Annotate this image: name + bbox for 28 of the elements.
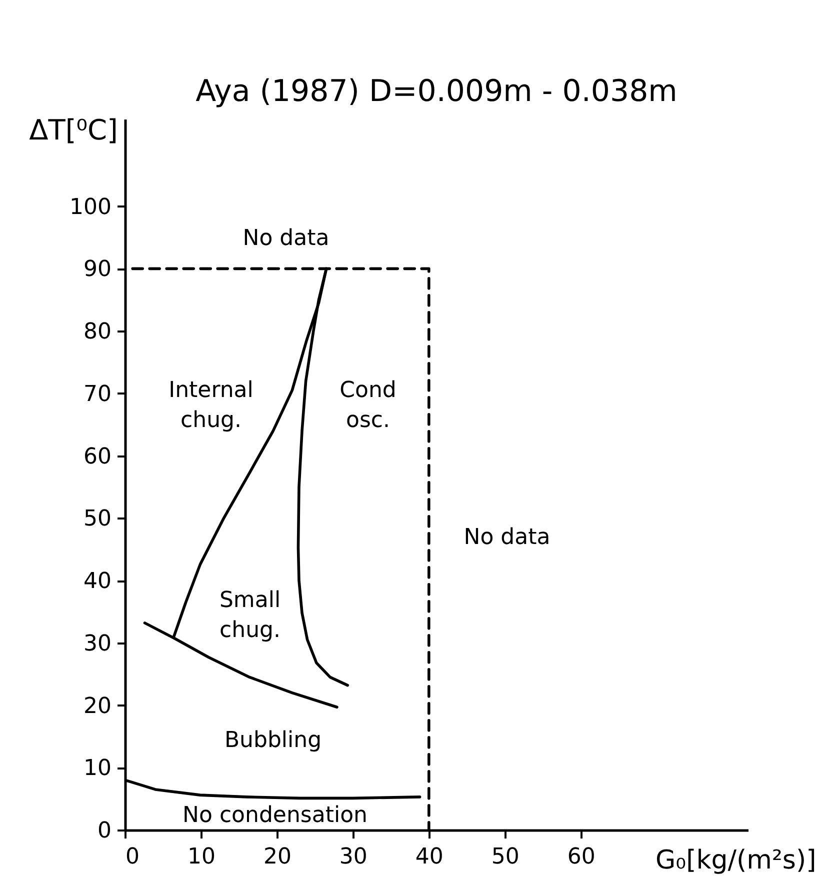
x-tick-label: 0 xyxy=(126,844,140,870)
y-tick-label: 100 xyxy=(70,194,112,220)
x-tick-label: 50 xyxy=(491,844,520,870)
annotation: Bubbling xyxy=(224,728,322,753)
y-tick-label: 30 xyxy=(84,631,112,656)
x-tick-label: 40 xyxy=(415,844,444,870)
y-tick-label: 10 xyxy=(84,756,112,782)
annotation: No data xyxy=(464,525,550,550)
y-tick-label: 60 xyxy=(84,444,112,470)
y-tick-label: 20 xyxy=(84,694,112,719)
y-tick-label: 50 xyxy=(84,506,112,532)
y-tick-label: 40 xyxy=(84,569,112,594)
x-tick-label: 60 xyxy=(567,844,596,870)
annotation: Small chug. xyxy=(219,588,281,643)
y-tick-label: 0 xyxy=(98,818,112,844)
y-axis-title: ΔT[⁰C] xyxy=(29,114,118,146)
chart-title: Aya (1987) D=0.009m - 0.038m xyxy=(196,74,678,109)
annotation: No condensation xyxy=(182,803,368,828)
x-axis-title: G₀[kg/(m²s)] xyxy=(656,846,816,876)
y-tick-label: 90 xyxy=(84,257,112,282)
y-tick-label: 80 xyxy=(84,320,112,345)
annotation: No data xyxy=(242,226,330,251)
annotation: Internal chug. xyxy=(168,378,254,433)
y-tick-label: 70 xyxy=(84,382,112,407)
x-tick-label: 10 xyxy=(187,844,216,870)
annotation: Cond osc. xyxy=(340,378,396,433)
x-tick-label: 30 xyxy=(339,844,368,870)
x-tick-label: 20 xyxy=(263,844,292,870)
